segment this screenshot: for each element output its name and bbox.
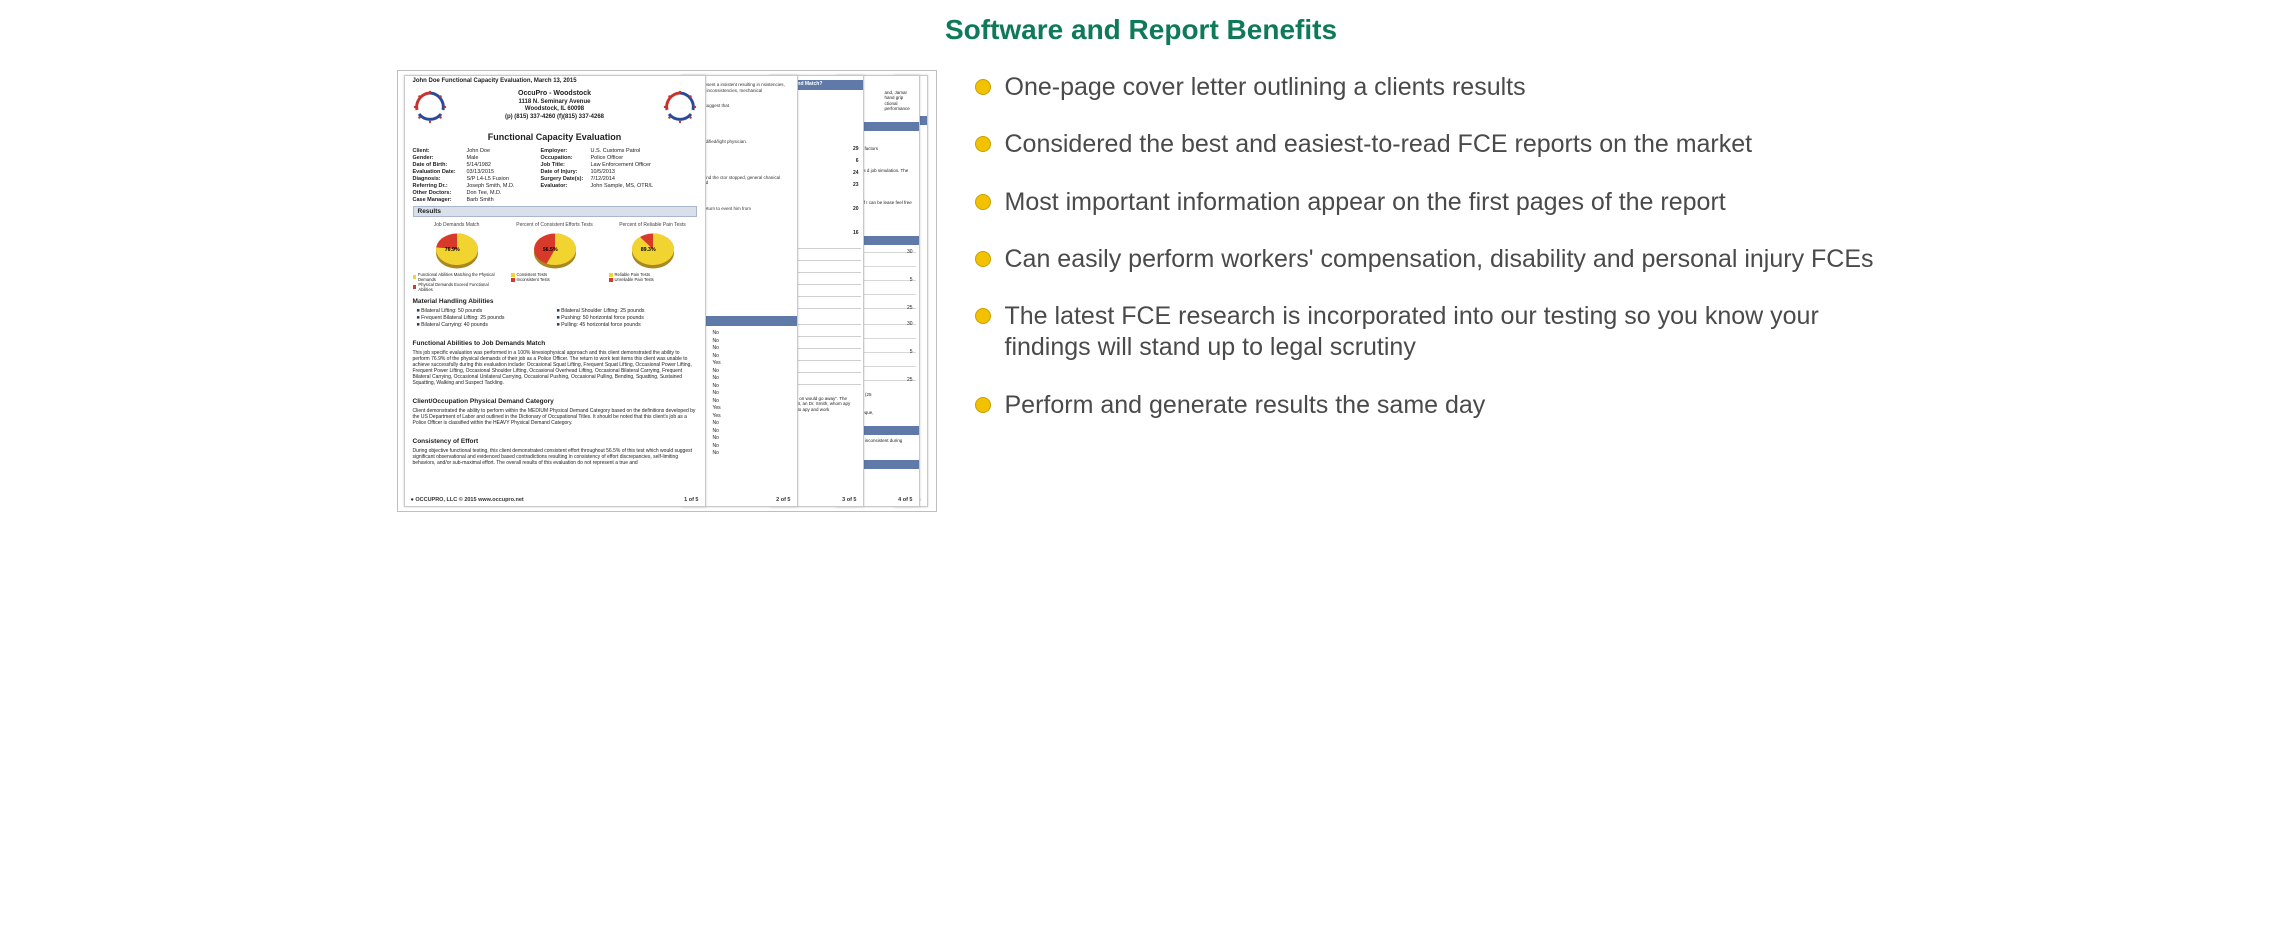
field-label: Job Title:	[541, 162, 589, 168]
clinic-info: OccuPro - Woodstock 1118 N. Seminary Ave…	[505, 90, 604, 121]
benefit-item: Considered the best and easiest-to-read …	[975, 129, 1886, 160]
report-page-1: John Doe Functional Capacity Evaluation,…	[404, 75, 706, 507]
report-preview: 5 of 5 Range 40 70 70 10 10 10 30 60 60 …	[397, 70, 937, 512]
field-label: Gender:	[413, 155, 465, 161]
yes-no-list: NoNoNoNoYesNoNoNoNoNoYesYesNoNoNoNoNo	[713, 330, 721, 458]
field-label: Surgery Date(s):	[541, 176, 589, 182]
mha-item: Pushing: 50 horizontal force pounds	[557, 315, 697, 321]
results-bar: Results	[413, 206, 697, 217]
field-label: Diagnosis:	[413, 176, 465, 182]
section-paragraph: Client demonstrated the ability to perfo…	[413, 408, 697, 426]
field-value: 7/12/2014	[591, 176, 697, 182]
field-value: U.S. Customs Patrol	[591, 148, 697, 154]
mha-item: Frequent Bilateral Lifting: 25 pounds	[417, 315, 557, 321]
field-label: Date of Birth:	[413, 162, 465, 168]
field-value: Joseph Smith, M.D.	[467, 183, 539, 189]
bullet-dot-icon	[975, 194, 991, 210]
page-title: Software and Report Benefits	[381, 14, 1902, 46]
benefit-text: Can easily perform workers' compensation…	[1005, 244, 1874, 275]
doc-header: John Doe Functional Capacity Evaluation,…	[413, 78, 577, 84]
results-charts: Job Demands Match 76.9% Functional Abili…	[413, 222, 697, 292]
field-label: Evaluation Date:	[413, 169, 465, 175]
benefit-item: Can easily perform workers' compensation…	[975, 244, 1886, 275]
pie-chart: Percent of Consistent Efforts Tests 56.5…	[511, 222, 599, 292]
field-value	[591, 190, 697, 196]
field-value: Law Enforcement Officer	[591, 162, 697, 168]
field-label	[541, 197, 589, 203]
field-value: 03/13/2015	[467, 169, 539, 175]
svg-text:56.5%: 56.5%	[542, 247, 557, 253]
bullet-dot-icon	[975, 397, 991, 413]
bullet-dot-icon	[975, 308, 991, 324]
section-heading: Functional Abilities to Job Demands Matc…	[413, 340, 546, 347]
page-footer: ● OCCUPRO, LLC © 2015 www.occupro.net 1 …	[411, 497, 699, 503]
benefit-text: One-page cover letter outlining a client…	[1005, 72, 1526, 103]
bullet-dot-icon	[975, 251, 991, 267]
field-value: Don Tee, M.D.	[467, 190, 539, 196]
field-label: Date of Injury:	[541, 169, 589, 175]
field-value: Police Officer	[591, 155, 697, 161]
snippet: and, Jamar hand grip ctional performance	[885, 90, 916, 112]
section-heading: Consistency of Effort	[413, 438, 479, 445]
field-value: 5/14/1982	[467, 162, 539, 168]
section-paragraph: During objective functional testing, thi…	[413, 448, 697, 466]
client-info-grid: Client:John DoeEmployer:U.S. Customs Pat…	[413, 148, 697, 203]
field-value: S/P L4-L5 Fusion	[467, 176, 539, 182]
clinic-logo-icon	[413, 90, 447, 124]
benefit-item: The latest FCE research is incorporated …	[975, 301, 1886, 364]
field-label: Employer:	[541, 148, 589, 154]
report-title: Functional Capacity Evaluation	[405, 132, 705, 142]
benefit-text: Most important information appear on the…	[1005, 187, 1726, 218]
mha-item: Pulling: 45 horizontal force pounds	[557, 322, 697, 328]
svg-text:76.9%: 76.9%	[444, 247, 459, 253]
field-label: Other Doctors:	[413, 190, 465, 196]
benefit-text: Perform and generate results the same da…	[1005, 390, 1486, 421]
benefit-text: The latest FCE research is incorporated …	[1005, 301, 1886, 364]
layout: 5 of 5 Range 40 70 70 10 10 10 30 60 60 …	[381, 70, 1902, 512]
field-label: Case Manager:	[413, 197, 465, 203]
benefits-list: One-page cover letter outlining a client…	[975, 70, 1886, 447]
field-value: John Sample, MS, OTR/L	[591, 183, 697, 189]
field-label	[541, 190, 589, 196]
mha-heading: Material Handling Abilities	[413, 298, 494, 305]
benefit-text: Considered the best and easiest-to-read …	[1005, 129, 1753, 160]
field-label: Evaluator:	[541, 183, 589, 189]
clinic-logo-icon	[663, 90, 697, 124]
benefit-item: Most important information appear on the…	[975, 187, 1886, 218]
section-paragraph: This job specific evaluation was perform…	[413, 350, 697, 386]
field-value: 10/5/2013	[591, 169, 697, 175]
benefit-item: One-page cover letter outlining a client…	[975, 72, 1886, 103]
benefit-item: Perform and generate results the same da…	[975, 390, 1886, 421]
section-heading: Client/Occupation Physical Demand Catego…	[413, 398, 554, 405]
field-value	[591, 197, 697, 203]
mha-item: Bilateral Lifting: 50 pounds	[417, 308, 557, 314]
bullet-dot-icon	[975, 136, 991, 152]
mha-item: Bilateral Shoulder Lifting: 25 pounds	[557, 308, 697, 314]
pie-chart: Percent of Reliable Pain Tests 89.3% Rel…	[609, 222, 697, 292]
mha-list: Bilateral Lifting: 50 poundsBilateral Sh…	[417, 308, 697, 328]
field-value: John Doe	[467, 148, 539, 154]
mha-item: Bilateral Carrying: 40 pounds	[417, 322, 557, 328]
field-label: Occupation:	[541, 155, 589, 161]
pie-chart: Job Demands Match 76.9% Functional Abili…	[413, 222, 501, 292]
svg-text:89.3%: 89.3%	[640, 247, 655, 253]
field-label: Client:	[413, 148, 465, 154]
bullet-dot-icon	[975, 79, 991, 95]
field-value: Male	[467, 155, 539, 161]
field-value: Barb Smith	[467, 197, 539, 203]
field-label: Referring Dr.:	[413, 183, 465, 189]
